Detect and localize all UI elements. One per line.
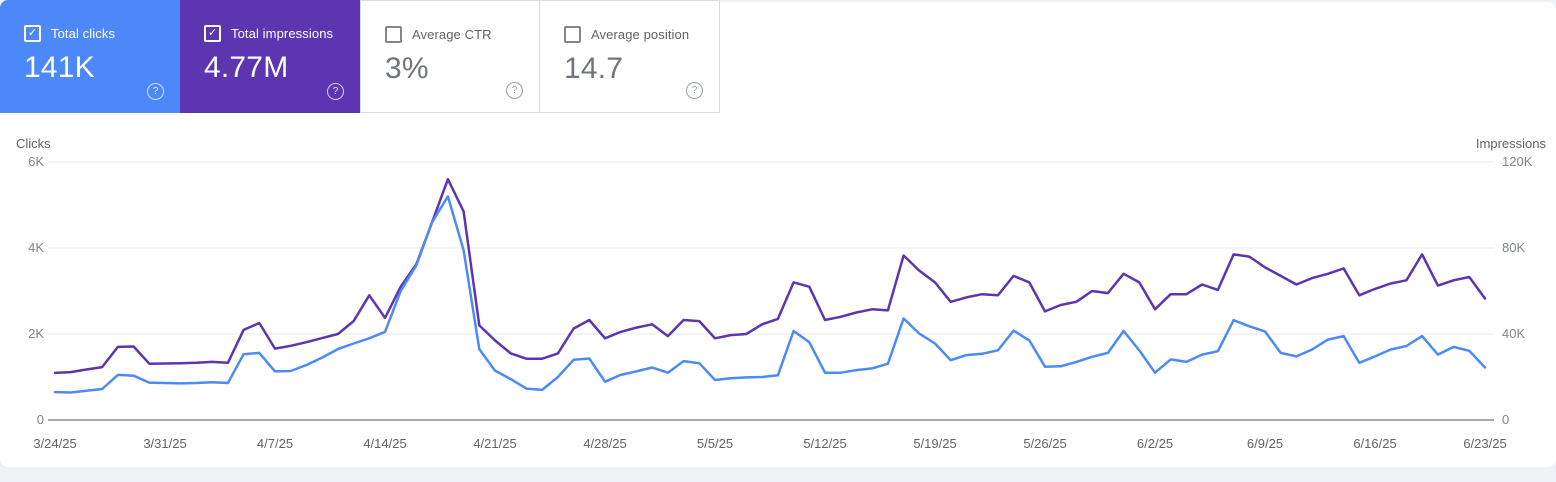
help-icon[interactable]: ?	[327, 83, 344, 100]
help-icon[interactable]: ?	[147, 83, 164, 100]
help-icon[interactable]: ?	[506, 82, 523, 99]
metric-label: Total impressions	[231, 26, 334, 41]
x-axis-tick-label: 6/9/25	[1247, 436, 1283, 451]
x-axis-tick-label: 5/26/25	[1023, 436, 1066, 451]
help-icon[interactable]: ?	[686, 82, 703, 99]
left-axis-tick-label: 6K	[28, 154, 44, 169]
x-axis-tick-label: 5/19/25	[913, 436, 956, 451]
metric-label: Total clicks	[51, 26, 116, 41]
right-axis-tick-label: 0	[1502, 412, 1509, 427]
metric-card-average-ctr[interactable]: Average CTR 3% ?	[360, 0, 540, 113]
checked-checkbox-icon[interactable]: ✓	[204, 25, 221, 42]
metric-value: 4.77M	[204, 51, 289, 84]
metric-label: Average position	[591, 27, 690, 42]
x-axis-tick-label: 4/21/25	[473, 436, 516, 451]
right-axis-tick-label: 40K	[1502, 326, 1525, 341]
metric-tiles-row: ✓ Total clicks 141K ? ✓ Total impression…	[0, 0, 720, 113]
x-axis-tick-label: 5/5/25	[697, 436, 733, 451]
metric-value: 14.7	[564, 52, 624, 85]
left-axis-tick-label: 4K	[28, 240, 44, 255]
x-axis-tick-label: 3/31/25	[143, 436, 186, 451]
x-axis-tick-label: 4/7/25	[257, 436, 293, 451]
impressions-line	[53, 177, 1487, 375]
left-axis-tick-label: 0	[37, 412, 44, 427]
left-axis-tick-label: 2K	[28, 326, 44, 341]
metric-value: 3%	[385, 52, 429, 85]
x-axis-tick-label: 6/2/25	[1137, 436, 1173, 451]
right-axis-tick-label: 80K	[1502, 240, 1525, 255]
x-axis-tick-label: 4/28/25	[583, 436, 626, 451]
right-axis-tick-label: 120K	[1502, 154, 1533, 169]
right-axis-title: Impressions	[1476, 136, 1547, 151]
metric-value: 141K	[24, 51, 95, 84]
unchecked-checkbox-icon[interactable]	[385, 26, 402, 43]
unchecked-checkbox-icon[interactable]	[564, 26, 581, 43]
clicks-line	[53, 195, 1487, 394]
metric-card-total-clicks[interactable]: ✓ Total clicks 141K ?	[0, 0, 180, 113]
x-axis-tick-label: 5/12/25	[803, 436, 846, 451]
x-axis-tick-label: 6/16/25	[1353, 436, 1396, 451]
x-axis-tick-label: 3/24/25	[33, 436, 76, 451]
metric-card-total-impressions[interactable]: ✓ Total impressions 4.77M ?	[180, 0, 360, 113]
metric-card-average-position[interactable]: Average position 14.7 ?	[540, 0, 720, 113]
left-axis-title: Clicks	[16, 136, 51, 151]
metric-label: Average CTR	[412, 27, 492, 42]
checked-checkbox-icon[interactable]: ✓	[24, 25, 41, 42]
x-axis-tick-label: 6/23/25	[1463, 436, 1506, 451]
x-axis-tick-label: 4/14/25	[363, 436, 406, 451]
